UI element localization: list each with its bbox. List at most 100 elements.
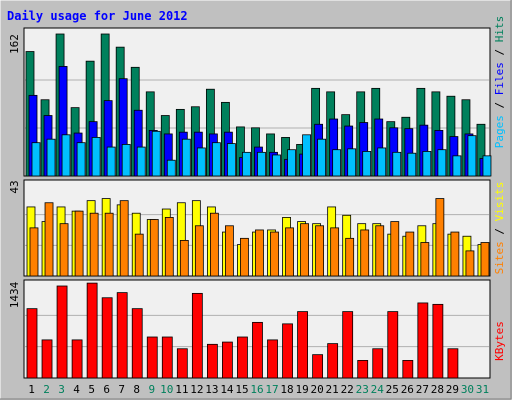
- kbytes-bar: [327, 343, 339, 379]
- x-tick-label: 4: [73, 383, 80, 396]
- y-max-label-kbytes: 1434: [8, 281, 21, 308]
- sites-bar: [29, 227, 39, 277]
- kbytes-bar: [252, 321, 263, 379]
- legends: Pages / Files / Hits Sites / Visits KBytes: [493, 16, 506, 361]
- pages-bar: [467, 135, 477, 177]
- sites-bar: [300, 223, 309, 277]
- pages-bar: [211, 142, 221, 177]
- kbytes-bar: [387, 311, 399, 379]
- kbytes-bar: [116, 292, 128, 379]
- sites-bar: [450, 231, 460, 277]
- kbytes-bar: [176, 348, 188, 379]
- x-tick-label: 22: [341, 383, 354, 396]
- kbytes-bar: [161, 336, 173, 379]
- sites-bar: [360, 229, 370, 277]
- pages-bar: [76, 142, 86, 177]
- pages-bar: [181, 138, 191, 177]
- x-tick-label: 17: [265, 383, 278, 396]
- sites-bar: [194, 225, 204, 277]
- kbytes-bar: [432, 303, 444, 379]
- sites-bar: [405, 231, 415, 277]
- kbytes-bar: [447, 348, 459, 379]
- pages-bar: [151, 130, 161, 177]
- pages-bar: [452, 155, 462, 177]
- pages-bar: [407, 152, 417, 177]
- sites-bar: [435, 198, 445, 277]
- kbytes-bar: [357, 360, 369, 379]
- sites-bar: [255, 229, 264, 277]
- x-tick-label: 14: [220, 383, 234, 396]
- pages-bar: [242, 151, 251, 177]
- kbytes-bar: [146, 336, 158, 379]
- legend-visits-sites-entry: Sites: [493, 241, 506, 274]
- pages-bar: [287, 149, 296, 177]
- legend-hits-files-pages-entry: /: [493, 95, 506, 115]
- x-tick-label: 8: [133, 383, 140, 396]
- x-tick-label: 26: [401, 383, 414, 396]
- legend-visits-sites: Sites / Visits: [493, 182, 506, 275]
- sites-bar: [119, 200, 129, 277]
- pages-bar: [136, 146, 146, 177]
- sites-bar: [225, 225, 234, 277]
- sites-bar: [270, 231, 279, 277]
- kbytes-bar: [131, 308, 143, 379]
- kbytes-bar: [297, 311, 308, 379]
- pages-bar: [332, 149, 342, 177]
- kbytes-bar: [26, 308, 38, 379]
- pages-bar: [46, 138, 56, 177]
- sites-bar: [134, 233, 144, 277]
- sites-bar: [59, 223, 69, 277]
- sites-bar: [390, 221, 400, 277]
- x-tick-label: 23: [356, 383, 369, 396]
- kbytes-bar: [417, 302, 429, 379]
- kbytes-bar: [56, 285, 68, 379]
- kbytes-bar: [372, 348, 384, 379]
- sites-bar: [89, 212, 99, 277]
- x-tick-label: 20: [311, 383, 324, 396]
- pages-bar: [377, 147, 387, 177]
- x-tick-label: 30: [461, 383, 474, 396]
- kbytes-bar: [312, 354, 324, 379]
- sites-bar: [480, 242, 490, 277]
- sites-bar: [164, 216, 174, 277]
- x-tick-label: 12: [190, 383, 203, 396]
- pages-bar: [317, 138, 327, 177]
- x-tick-label: 18: [280, 383, 293, 396]
- x-tick-label: 25: [386, 383, 399, 396]
- x-tick-label: 21: [326, 383, 339, 396]
- kbytes-bar: [267, 339, 278, 379]
- legend-hits-files-pages-entry: Hits: [493, 16, 506, 43]
- kbytes-bar: [101, 297, 113, 379]
- pages-bar: [166, 159, 176, 177]
- sites-bar: [240, 237, 249, 277]
- x-tick-label: 9: [148, 383, 155, 396]
- kbytes-bar: [191, 292, 203, 379]
- kbytes-bar: [342, 311, 354, 379]
- pages-bar: [482, 155, 492, 177]
- kbytes-bar: [206, 343, 218, 379]
- x-tick-label: 15: [235, 383, 248, 396]
- x-tick-label: 28: [431, 383, 444, 396]
- x-tick-label: 1: [28, 383, 35, 396]
- x-tick-label: 3: [58, 383, 65, 396]
- x-tick-label: 11: [175, 383, 188, 396]
- sites-bar: [44, 202, 54, 277]
- pages-bar: [196, 147, 206, 177]
- pages-bar: [31, 142, 41, 177]
- legend-kbytes-entry: KBytes: [493, 321, 506, 361]
- legend-hits-files-pages-entry: Files: [493, 62, 506, 95]
- sites-bar: [420, 242, 430, 277]
- pages-bar: [347, 148, 357, 177]
- kbytes-bar: [222, 341, 233, 379]
- x-tick-label: 31: [476, 383, 489, 396]
- kbytes-bar: [86, 282, 98, 379]
- pages-bar: [91, 137, 101, 177]
- x-tick-label: 2: [43, 383, 50, 396]
- sites-bar: [330, 227, 340, 277]
- legend-kbytes: KBytes: [493, 321, 506, 361]
- kbytes-bar: [282, 323, 293, 379]
- x-tick-label: 27: [416, 383, 429, 396]
- pages-bar: [227, 143, 236, 177]
- sites-bar: [179, 240, 189, 277]
